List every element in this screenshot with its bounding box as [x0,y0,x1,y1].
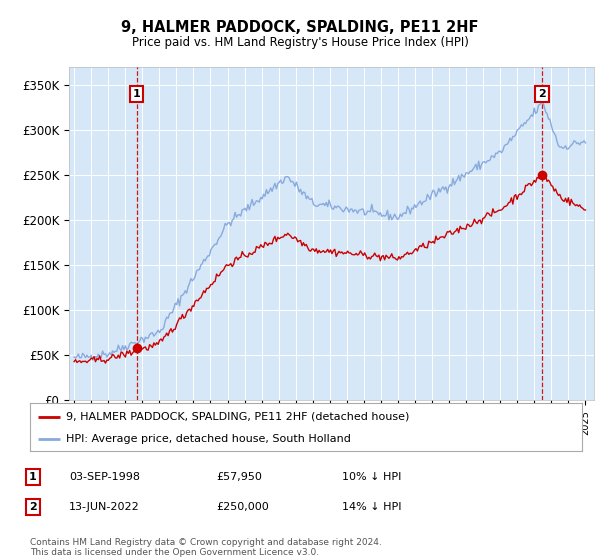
Text: 2: 2 [29,502,37,512]
Text: 13-JUN-2022: 13-JUN-2022 [69,502,140,512]
Text: 2: 2 [538,89,546,99]
Text: Contains HM Land Registry data © Crown copyright and database right 2024.
This d: Contains HM Land Registry data © Crown c… [30,538,382,557]
Text: 03-SEP-1998: 03-SEP-1998 [69,472,140,482]
Text: 14% ↓ HPI: 14% ↓ HPI [342,502,401,512]
Text: 1: 1 [29,472,37,482]
Text: 9, HALMER PADDOCK, SPALDING, PE11 2HF (detached house): 9, HALMER PADDOCK, SPALDING, PE11 2HF (d… [66,412,409,422]
Text: 9, HALMER PADDOCK, SPALDING, PE11 2HF: 9, HALMER PADDOCK, SPALDING, PE11 2HF [121,20,479,35]
Text: 1: 1 [133,89,140,99]
Text: £57,950: £57,950 [216,472,262,482]
Text: £250,000: £250,000 [216,502,269,512]
Text: 10% ↓ HPI: 10% ↓ HPI [342,472,401,482]
Text: Price paid vs. HM Land Registry's House Price Index (HPI): Price paid vs. HM Land Registry's House … [131,36,469,49]
Text: HPI: Average price, detached house, South Holland: HPI: Average price, detached house, Sout… [66,434,351,444]
